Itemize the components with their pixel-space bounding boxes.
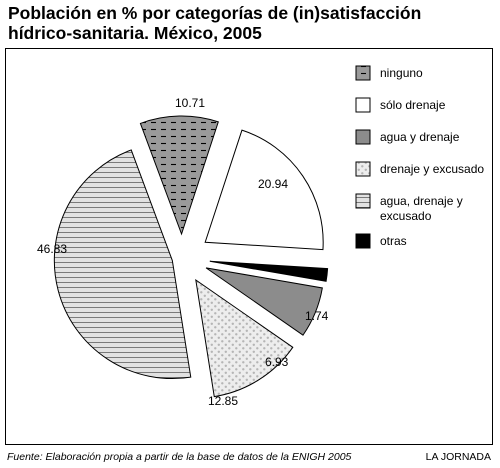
- legend-label-agua-drenaje-y-excusado-line-2: excusado: [380, 209, 432, 223]
- chart-frame: [5, 48, 493, 445]
- value-label-ninguno: 10.71: [175, 96, 205, 110]
- legend-label-solo-drenaje: sólo drenaje: [380, 98, 446, 112]
- pie-slice-solo-drenaje: [204, 129, 324, 251]
- chart-title-line-1: Población en % por categorías de (in)sat…: [8, 3, 422, 23]
- value-label-drenaje-y-excusado: 12.85: [208, 394, 238, 408]
- legend-swatch-solo-drenaje: [355, 97, 371, 113]
- legend-label-ninguno: ninguno: [380, 66, 423, 80]
- value-label-agua-y-drenaje: 6.93: [265, 355, 289, 369]
- value-label-agua-drenaje-y-excusado: 46.83: [37, 242, 67, 256]
- chart-title-line-2: hídrico-sanitaria. México, 2005: [8, 23, 262, 43]
- legend-swatch-drenaje-y-excusado: [355, 161, 371, 177]
- legend-label-agua-y-drenaje: agua y drenaje: [380, 130, 460, 144]
- legend-label-agua-drenaje-y-excusado: agua, drenaje y: [380, 194, 463, 208]
- legend-swatch-agua-y-drenaje: [355, 129, 371, 145]
- legend-swatch-ninguno: [355, 65, 371, 81]
- legend: ninguno sólo drenaje agua y drenaje drenaje…: [355, 65, 484, 249]
- pie-slice-otras: [209, 260, 329, 282]
- value-label-solo-drenaje: 20.94: [258, 177, 288, 191]
- legend-label-otras: otras: [380, 234, 407, 248]
- pie-slice-ninguno: [139, 115, 219, 236]
- pie-slice-agua-drenaje-y-excusado: [53, 149, 192, 380]
- legend-swatch-otras: [355, 233, 371, 249]
- credit-label: LA JORNADA: [425, 451, 491, 463]
- pie-value-labels: 10.71 20.94 1.74 6.93 12.85 46.83: [37, 96, 329, 408]
- source-note: Fuente: Elaboración propia a partir de l…: [7, 451, 352, 463]
- value-label-otras: 1.74: [305, 309, 329, 323]
- pie-slices: [53, 115, 329, 398]
- pie-slice-drenaje-y-excusado: [195, 278, 294, 398]
- legend-label-drenaje-y-excusado: drenaje y excusado: [380, 162, 484, 176]
- pie-slice-agua-y-drenaje: [205, 267, 323, 336]
- chart-title: Población en % por categorías de (in)sat…: [8, 3, 494, 43]
- legend-swatch-agua-drenaje-y-excusado: [355, 193, 371, 209]
